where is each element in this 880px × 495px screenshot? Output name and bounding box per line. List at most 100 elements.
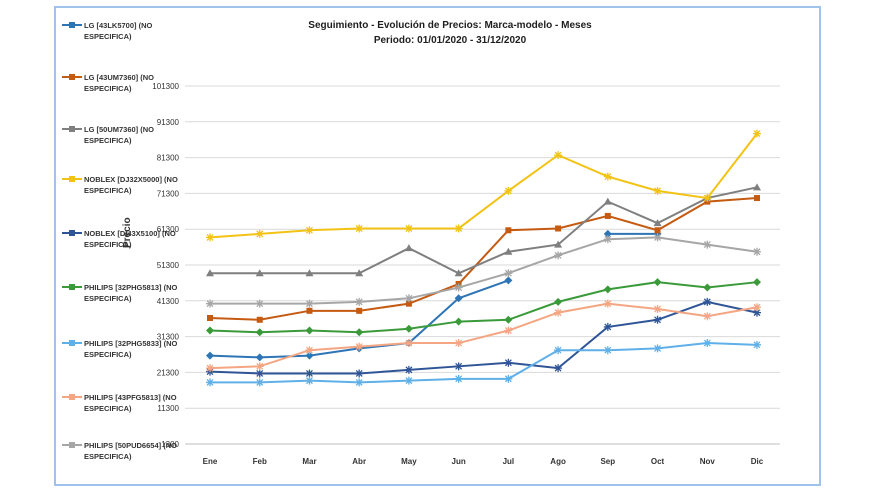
series-3-point-4 [405,224,413,232]
series-6-point-7 [554,346,562,354]
series-3-point-9 [654,187,662,195]
series-3-point-7 [554,151,562,159]
series-4-point-10 [703,298,711,306]
series-6-point-6 [504,375,512,383]
x-tick-label-oct: Oct [651,457,665,466]
series-4-point-7 [554,364,562,372]
x-tick-label-may: May [401,457,417,466]
series-5-point-9 [654,278,662,286]
y-tick-label-3: 71300 [157,189,180,198]
series-1-point-0 [207,315,213,321]
series-7-point-3 [355,343,363,351]
x-tick-label-sep: Sep [600,457,615,466]
series-4-point-6 [504,359,512,367]
series-0-point-1 [256,353,264,361]
series-8-line-0 [210,237,757,303]
x-tick-label-dic: Dic [751,457,764,466]
series-7-point-11 [753,303,761,311]
series-3-point-3 [355,224,363,232]
series-4-point-3 [355,369,363,377]
y-tick-label-8: 21300 [157,368,180,377]
y-tick-label-1: 91300 [157,118,180,127]
series-1-point-1 [257,317,263,323]
series-2-point-11 [753,183,761,190]
series-7-point-7 [554,309,562,317]
series-7-point-1 [256,362,264,370]
series-5-point-0 [206,327,214,335]
series-4-point-1 [256,369,264,377]
series-5-point-2 [305,327,313,335]
series-6-point-10 [703,339,711,347]
x-tick-label-ago: Ago [550,457,566,466]
series-3-point-8 [604,173,612,181]
series-8-point-7 [554,251,562,259]
x-tick-label-jun: Jun [452,457,466,466]
series-6-point-0 [206,378,214,386]
x-tick-label-nov: Nov [700,457,716,466]
series-7-point-2 [305,346,313,354]
series-6-point-3 [355,378,363,386]
series-7-point-5 [455,339,463,347]
series-1-point-7 [555,225,561,231]
y-tick-label-0: 101300 [152,82,179,91]
y-tick-label-10: 1300 [161,440,179,449]
series-5-point-3 [355,328,363,336]
series-5-point-8 [604,285,612,293]
y-tick-label-4: 61300 [157,225,180,234]
series-2-point-4 [405,244,413,251]
series-1-point-3 [356,308,362,314]
series-3-point-10 [703,194,711,202]
series-7-point-8 [604,300,612,308]
series-8-point-10 [703,241,711,249]
series-1-point-2 [306,308,312,314]
series-5-point-5 [455,318,463,326]
series-5-point-7 [554,298,562,306]
series-8-point-1 [256,300,264,308]
series-4-point-2 [305,369,313,377]
y-tick-label-2: 81300 [157,154,180,163]
series-3-point-2 [305,226,313,234]
series-4-point-8 [604,323,612,331]
series-6-point-1 [256,378,264,386]
series-6-point-2 [305,377,313,385]
y-tick-label-7: 31300 [157,333,180,342]
y-tick-label-9: 11300 [157,404,179,413]
series-2-point-8 [604,198,612,205]
x-tick-label-feb: Feb [253,457,267,466]
y-tick-label-6: 41300 [157,297,180,306]
series-1-point-6 [505,227,511,233]
series-8-point-3 [355,298,363,306]
series-3-point-5 [455,224,463,232]
y-tick-label-5: 51300 [157,261,180,270]
series-5-point-1 [256,328,264,336]
series-6-point-4 [405,377,413,385]
series-8-point-6 [504,269,512,277]
series-6-point-5 [455,375,463,383]
series-3-point-1 [256,230,264,238]
series-5-point-11 [753,278,761,286]
series-8-point-4 [405,294,413,302]
series-1-point-8 [605,213,611,219]
series-0-point-0 [206,352,214,360]
series-8-point-11 [753,248,761,256]
x-tick-label-jul: Jul [503,457,515,466]
series-5-point-4 [405,325,413,333]
series-2-line-0 [210,187,757,273]
series-7-point-4 [405,339,413,347]
series-8-point-9 [654,233,662,241]
series-6-point-11 [753,341,761,349]
x-tick-label-ene: Ene [203,457,218,466]
series-3-point-11 [753,130,761,138]
series-8-point-0 [206,300,214,308]
series-7-point-10 [703,312,711,320]
series-1-line-0 [210,198,757,320]
series-3-line-0 [210,134,757,238]
series-4-point-9 [654,316,662,324]
series-3-point-0 [206,233,214,241]
series-5-point-6 [504,316,512,324]
series-4-point-4 [405,366,413,374]
series-7-point-6 [504,327,512,335]
series-7-point-9 [654,305,662,313]
x-tick-label-abr: Abr [352,457,366,466]
